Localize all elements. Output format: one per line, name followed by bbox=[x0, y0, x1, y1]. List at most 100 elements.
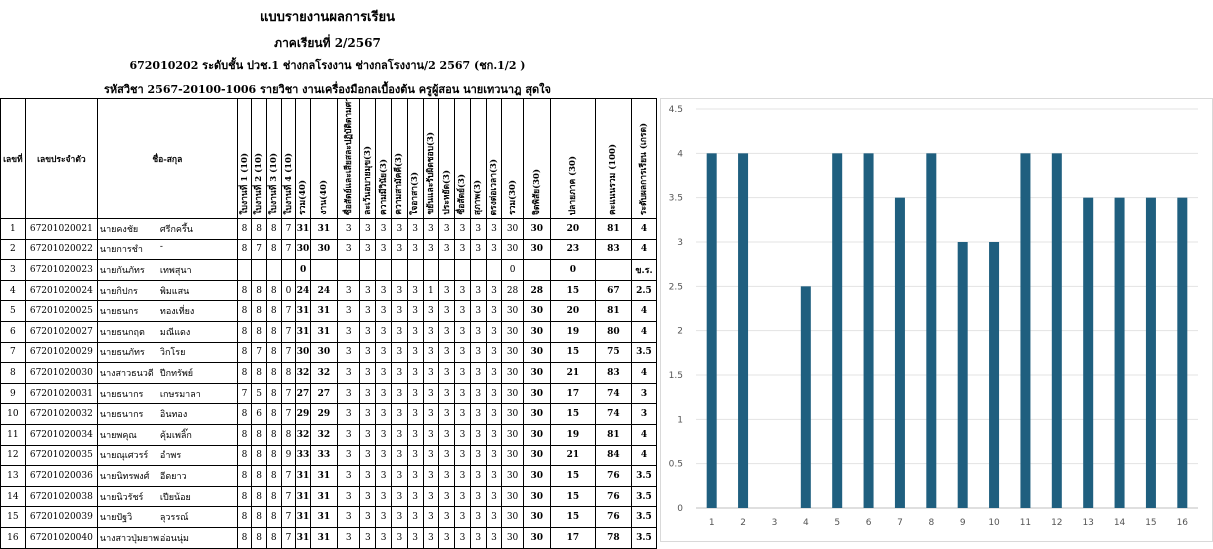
cell-attr-4: 3 bbox=[391, 444, 408, 467]
cell-w2: 8 bbox=[251, 444, 267, 467]
last-name: อำพร bbox=[159, 451, 182, 462]
cell-att30: 30 bbox=[522, 382, 551, 405]
cell-attr-7: 3 bbox=[438, 238, 456, 261]
cell-attr-6: 3 bbox=[422, 362, 440, 384]
cell-w2: 8 bbox=[251, 362, 267, 384]
first-name: นายกันภัทร bbox=[99, 265, 145, 276]
cell-attr-1: 3 bbox=[336, 279, 361, 302]
cell-attr-3 bbox=[375, 259, 392, 281]
col-w2: ใบงานที่ 2 (10) bbox=[251, 98, 267, 219]
cell-attr-8: 3 bbox=[454, 444, 471, 467]
cell-attr-5: 3 bbox=[406, 362, 424, 384]
first-name: นายธนากร bbox=[99, 410, 144, 421]
cell-attr-3: 3 bbox=[375, 526, 392, 549]
cell-w3 bbox=[265, 259, 282, 281]
y-tick-label: 2.5 bbox=[669, 282, 683, 292]
cell-attr-4: 3 bbox=[391, 218, 408, 240]
cell-att30: 30 bbox=[522, 465, 551, 487]
cell-sum40: 0 bbox=[295, 259, 311, 281]
cell-sum40: 31 bbox=[295, 506, 311, 528]
cell-name: นายกันภัทร เทพสุนา bbox=[96, 259, 238, 281]
cell-total: 74 bbox=[594, 382, 632, 405]
cell-attr-7: 3 bbox=[438, 403, 456, 425]
bar bbox=[1177, 197, 1188, 508]
cell-attr-3: 3 bbox=[375, 403, 392, 425]
cell-w3: 8 bbox=[265, 341, 282, 364]
y-tick-label: 4.5 bbox=[669, 105, 683, 115]
cell-attr-7: 3 bbox=[438, 362, 456, 384]
cell-id: 67201020032 bbox=[24, 403, 98, 425]
cell-att30: 30 bbox=[522, 218, 551, 240]
cell-sum30: 30 bbox=[501, 465, 524, 487]
cell-attr-8: 3 bbox=[454, 526, 471, 549]
cell-w3: 8 bbox=[265, 485, 282, 508]
cell-total: 84 bbox=[594, 444, 632, 467]
col-no: เลขที่ bbox=[0, 98, 26, 219]
cell-final30: 19 bbox=[549, 320, 596, 343]
cell-grade: 2.5 bbox=[630, 279, 658, 302]
table-row: 9 67201020031 นายธนากร เกษรมาลา 7 5 8 7 27 27 3 3 3 3… bbox=[0, 382, 658, 405]
cell-attr-2: 3 bbox=[359, 300, 377, 322]
header-row: เลขที่ เลขประจำตัว ชื่อ-สกุล ใบงานที่ 1 … bbox=[0, 98, 658, 219]
cell-grade: 4 bbox=[630, 218, 658, 240]
cell-total: 80 bbox=[594, 320, 632, 343]
cell-name: นายธนากร อินทอง bbox=[96, 403, 238, 425]
cell-no: 8 bbox=[0, 362, 26, 384]
cell-attr-5: 3 bbox=[406, 341, 424, 364]
y-tick-label: 3 bbox=[677, 238, 683, 248]
cell-w3: 8 bbox=[265, 218, 282, 240]
cell-w2: 8 bbox=[251, 279, 267, 302]
cell-sum30: 30 bbox=[501, 403, 524, 425]
first-name: นายปัฐวิ bbox=[99, 513, 133, 524]
cell-w4: 7 bbox=[280, 526, 297, 549]
cell-sum40: 30 bbox=[295, 238, 311, 261]
cell-w4: 7 bbox=[280, 465, 297, 487]
cell-attr-6: 3 bbox=[422, 403, 440, 425]
cell-w3: 8 bbox=[265, 526, 282, 549]
cell-grade: 3.5 bbox=[630, 341, 658, 364]
cell-name: นายคงชัย ศรีกครึ้น bbox=[96, 218, 238, 240]
cell-attr-10: 3 bbox=[485, 238, 503, 261]
cell-id: 67201020025 bbox=[24, 300, 98, 322]
cell-attr-8: 3 bbox=[454, 218, 471, 240]
y-tick-label: 2 bbox=[677, 327, 683, 337]
col-sum40: รวม(40) bbox=[295, 98, 311, 219]
bar bbox=[989, 242, 1000, 508]
cell-attr-6: 3 bbox=[422, 382, 440, 405]
table-row: 13 67201020036 นายนิทรพงศ์ อีดยาว 8 8 8 7 31 31 3 3… bbox=[0, 465, 658, 487]
last-name: อินทอง bbox=[159, 410, 188, 421]
cell-final30: 19 bbox=[549, 423, 596, 446]
cell-no: 4 bbox=[0, 279, 26, 302]
y-tick-label: 1.5 bbox=[669, 371, 683, 381]
cell-w2: 5 bbox=[251, 382, 267, 405]
x-tick-label: 9 bbox=[960, 518, 966, 528]
y-tick-label: 0 bbox=[677, 504, 683, 514]
col-a7: ประหยัด(3) bbox=[438, 98, 456, 219]
cell-w4: 7 bbox=[280, 382, 297, 405]
cell-name: นายกิปกร พิมแสน bbox=[96, 279, 238, 302]
cell-attr-2: 3 bbox=[359, 362, 377, 384]
cell-total: 76 bbox=[594, 506, 632, 528]
cell-w2: 7 bbox=[251, 341, 267, 364]
cell-grade: 3.5 bbox=[630, 485, 658, 508]
cell-final30: 15 bbox=[549, 341, 596, 364]
cell-w4: 8 bbox=[280, 362, 297, 384]
cell-total: 81 bbox=[594, 423, 632, 446]
cell-attr-9: 3 bbox=[469, 465, 487, 487]
last-name: คุ้มเพลิ๊ก bbox=[159, 430, 192, 441]
cell-w1: 8 bbox=[236, 465, 253, 487]
cell-attr-8: 3 bbox=[454, 362, 471, 384]
first-name: นางสาวธนวดี bbox=[99, 368, 154, 379]
y-tick-label: 3.5 bbox=[669, 194, 683, 204]
cell-attr-4: 3 bbox=[391, 341, 408, 364]
cell-no: 6 bbox=[0, 320, 26, 343]
cell-sum40: 31 bbox=[295, 320, 311, 343]
cell-att30: 30 bbox=[522, 526, 551, 549]
cell-work40: 30 bbox=[309, 341, 338, 364]
cell-final30: 15 bbox=[549, 465, 596, 487]
cell-attr-9: 3 bbox=[469, 423, 487, 446]
x-tick-label: 8 bbox=[928, 518, 934, 528]
cell-attr-4: 3 bbox=[391, 238, 408, 261]
cell-final30: 15 bbox=[549, 279, 596, 302]
cell-attr-2: 3 bbox=[359, 465, 377, 487]
